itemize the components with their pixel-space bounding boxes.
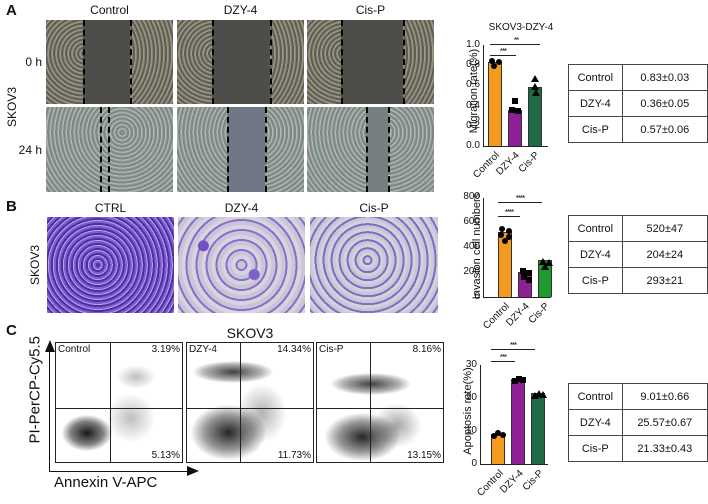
- chart-title-a: SKOV3-DZY-4: [488, 22, 554, 33]
- ytick: 20: [465, 392, 477, 403]
- col-title-dzy4-b: DZY-4: [224, 201, 259, 215]
- row-label-24h: 24 h: [18, 143, 42, 157]
- sig-stars-control-cisp-b: ****: [515, 194, 525, 203]
- flow-label: DZY-4: [189, 344, 217, 355]
- col-title-cisp: Cis-P: [355, 3, 386, 17]
- flow-label: Control: [58, 344, 91, 355]
- sig-line-control-cisp: [490, 44, 540, 45]
- ytick: 0: [474, 291, 480, 302]
- ytick: 0: [471, 458, 477, 469]
- cell-line-label-b: SKOV3: [28, 244, 42, 286]
- invasion-image-ctrl: [47, 217, 174, 313]
- flow-x-axis-line: [49, 471, 189, 472]
- table-cell: DZY-4: [568, 90, 623, 117]
- scratch-image-cisp-24h: [306, 106, 435, 193]
- ytick: 0.0: [466, 140, 480, 151]
- flow-plot-dzy4: DZY-4 14.34% 11.73%: [186, 342, 314, 463]
- flow-title: SKOV3: [226, 325, 274, 341]
- panel-letter-b: B: [6, 198, 17, 215]
- sig-line-control-cisp-b: [498, 202, 542, 203]
- table-cell: Cis-P: [568, 435, 623, 462]
- col-title-dzy4: DZY-4: [223, 3, 258, 17]
- panel-letter-a: A: [6, 2, 17, 19]
- sig-stars-control-cisp: **: [513, 36, 519, 45]
- ytick: 30: [465, 359, 477, 370]
- ytick: 600: [463, 216, 480, 227]
- sig-stars-control-dzy4-c: ***: [499, 353, 507, 362]
- table-cell: 520±47: [621, 215, 708, 242]
- invasion-image-cisp: [310, 217, 438, 313]
- stats-table-b: Control 520±47 DZY-4 204±24 Cis-P 293±21: [568, 215, 708, 294]
- sig-stars-control-dzy4: ***: [499, 47, 507, 56]
- bar-dzy4-c: [511, 379, 525, 464]
- scratch-image-control-24h: [45, 106, 174, 193]
- table-cell: 25.57±0.67: [621, 409, 708, 436]
- sig-stars-control-cisp-c: ***: [509, 341, 517, 350]
- table-cell: 0.83±0.03: [621, 64, 708, 91]
- flow-label: Cis-P: [319, 344, 344, 355]
- flow-plot-control: Control 3.19% 5.13%: [55, 342, 183, 463]
- col-title-ctrl: CTRL: [94, 201, 127, 215]
- panel-letter-c: C: [6, 322, 17, 339]
- table-cell: 9.01±0.66: [621, 383, 708, 410]
- stats-table-c: Control 9.01±0.66 DZY-4 25.57±0.67 Cis-P 21…: [568, 383, 708, 462]
- table-cell: 0.36±0.05: [621, 90, 708, 117]
- arrow-up-icon: [45, 340, 55, 352]
- table-cell: 21.33±0.43: [621, 435, 708, 462]
- flow-y-axis-line: [49, 350, 50, 472]
- flow-upper-right-pct: 3.19%: [151, 344, 180, 355]
- bar-control-b: [498, 232, 512, 297]
- ytick: 1.0: [466, 39, 480, 50]
- table-cell: Control: [568, 215, 623, 242]
- table-cell: DZY-4: [568, 409, 623, 436]
- sig-line-control-dzy4-c: [491, 361, 515, 362]
- cell-line-label-a: SKOV3: [5, 86, 19, 128]
- sig-line-control-dzy4-b: [498, 216, 520, 217]
- flow-plot-cisp: Cis-P 8.16% 13.15%: [316, 342, 444, 463]
- bar-dzy4-a: [508, 110, 522, 146]
- ytick: 0.6: [466, 79, 480, 90]
- chart-plot-area-b: **** ****: [483, 194, 553, 298]
- table-cell: Control: [568, 64, 623, 91]
- table-cell: Control: [568, 383, 623, 410]
- table-cell: 204±24: [621, 241, 708, 268]
- scratch-image-cisp-0h: [306, 19, 435, 105]
- flow-lower-right-pct: 13.15%: [407, 450, 441, 461]
- table-cell: Cis-P: [568, 116, 623, 143]
- arrow-right-icon: [187, 466, 199, 476]
- ytick: 0.2: [466, 120, 480, 131]
- table-cell: Cis-P: [568, 267, 623, 294]
- flow-upper-right-pct: 8.16%: [412, 344, 441, 355]
- invasion-image-dzy4: [178, 217, 305, 313]
- sig-line-control-cisp-c: [491, 349, 535, 350]
- ytick: 10: [465, 425, 477, 436]
- chart-plot-area-c: *** ***: [480, 341, 548, 465]
- flow-upper-right-pct: 14.34%: [277, 344, 311, 355]
- sig-stars-control-dzy4-b: ****: [504, 208, 514, 217]
- sig-line-control-dzy4: [490, 55, 516, 56]
- bar-control-a: [488, 62, 502, 146]
- col-title-control: Control: [90, 3, 129, 17]
- scratch-image-dzy4-0h: [176, 19, 305, 105]
- table-cell: 0.57±0.06: [621, 116, 708, 143]
- scratch-image-dzy4-24h: [176, 106, 305, 193]
- ytick: 0.4: [466, 100, 480, 111]
- stats-table-a: Control 0.83±0.03 DZY-4 0.36±0.05 Cis-P 0.5…: [568, 64, 708, 143]
- row-label-0h: 0 h: [25, 55, 42, 69]
- flow-lower-right-pct: 11.73%: [277, 450, 311, 461]
- col-title-cisp-b: Cis-P: [359, 201, 389, 215]
- bar-cisp-c: [531, 393, 545, 464]
- flow-lower-right-pct: 5.13%: [151, 450, 180, 461]
- ytick: 0.8: [466, 59, 480, 70]
- y-axis-label-c: Apoptosis rate(%): [462, 367, 474, 455]
- flow-y-axis-label: PI-PerCP-Cy5.5: [26, 335, 44, 444]
- ytick: 400: [463, 241, 480, 252]
- ytick: 200: [463, 266, 480, 277]
- ytick: 800: [463, 191, 480, 202]
- table-cell: 293±21: [621, 267, 708, 294]
- flow-x-axis-label: Annexin V-APC: [54, 474, 158, 491]
- table-cell: DZY-4: [568, 241, 623, 268]
- chart-plot-area-a: ** ***: [483, 36, 548, 147]
- scratch-image-control-0h: [45, 19, 174, 105]
